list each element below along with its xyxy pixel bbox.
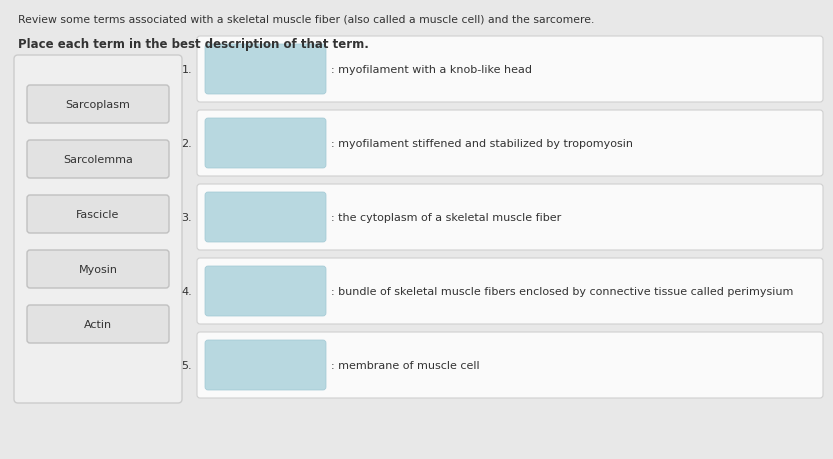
FancyBboxPatch shape [197,258,823,325]
Text: 4.: 4. [182,286,192,297]
Text: Sarcolemma: Sarcolemma [63,155,133,165]
Text: 1.: 1. [182,65,192,75]
FancyBboxPatch shape [27,86,169,124]
Text: Review some terms associated with a skeletal muscle fiber (also called a muscle : Review some terms associated with a skel… [18,14,595,24]
FancyBboxPatch shape [205,119,326,168]
FancyBboxPatch shape [14,56,182,403]
FancyBboxPatch shape [205,45,326,95]
Text: Sarcoplasm: Sarcoplasm [66,100,131,110]
FancyBboxPatch shape [27,305,169,343]
Text: : bundle of skeletal muscle fibers enclosed by connective tissue called perimysi: : bundle of skeletal muscle fibers enclo… [331,286,793,297]
Text: Actin: Actin [84,319,112,329]
FancyBboxPatch shape [205,193,326,242]
FancyBboxPatch shape [197,111,823,177]
FancyBboxPatch shape [197,37,823,103]
FancyBboxPatch shape [27,141,169,179]
Text: Myosin: Myosin [78,264,117,274]
Text: : the cytoplasm of a skeletal muscle fiber: : the cytoplasm of a skeletal muscle fib… [331,213,561,223]
FancyBboxPatch shape [197,332,823,398]
Text: : myofilament with a knob-like head: : myofilament with a knob-like head [331,65,532,75]
FancyBboxPatch shape [27,251,169,288]
Text: Fascicle: Fascicle [77,210,120,219]
FancyBboxPatch shape [205,266,326,316]
Text: 3.: 3. [182,213,192,223]
Text: 5.: 5. [182,360,192,370]
Text: 2.: 2. [182,139,192,149]
FancyBboxPatch shape [27,196,169,234]
FancyBboxPatch shape [205,340,326,390]
FancyBboxPatch shape [197,185,823,251]
Text: : membrane of muscle cell: : membrane of muscle cell [331,360,480,370]
Text: Place each term in the best description of that term.: Place each term in the best description … [18,38,369,51]
Text: : myofilament stiffened and stabilized by tropomyosin: : myofilament stiffened and stabilized b… [331,139,633,149]
